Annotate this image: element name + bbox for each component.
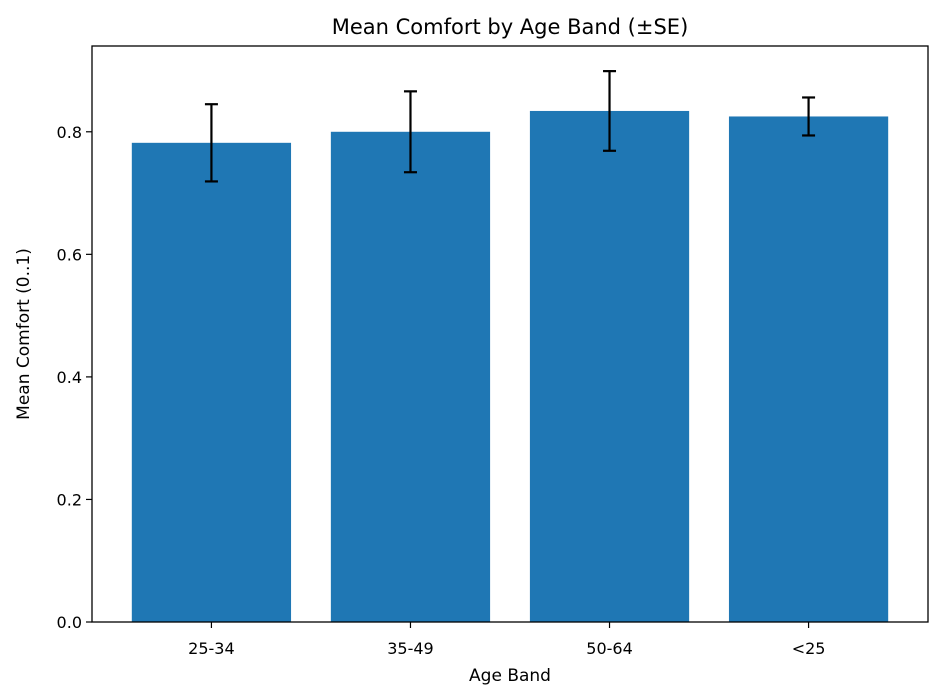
y-axis: 0.0 0.2 0.4 0.6 0.8	[57, 123, 92, 632]
x-axis: 25-34 35-49 50-64 <25	[188, 622, 825, 658]
chart-title: Mean Comfort by Age Band (±SE)	[332, 15, 689, 39]
plot-frame	[91, 45, 929, 623]
y-tick-label: 0.8	[57, 123, 82, 142]
error-bars-group	[204, 70, 816, 183]
x-axis-label: Age Band	[469, 666, 551, 686]
bar-50-64	[529, 110, 690, 623]
error-bar-35-49	[403, 90, 417, 174]
error-bar-<25	[802, 96, 816, 137]
x-tick-label: 25-34	[188, 639, 235, 658]
error-bar-25-34	[204, 103, 218, 183]
y-tick-label: 0.0	[57, 613, 82, 632]
bar-<25	[728, 116, 889, 623]
x-tick-label: 35-49	[387, 639, 434, 658]
y-axis-label: Mean Comfort (0..1)	[14, 248, 34, 420]
y-tick-label: 0.6	[57, 245, 82, 264]
bars-group	[131, 110, 889, 623]
error-bar-50-64	[603, 70, 617, 152]
y-tick-label: 0.2	[57, 490, 82, 509]
x-tick-label: 50-64	[586, 639, 633, 658]
bar-35-49	[330, 131, 491, 622]
x-tick-label: <25	[792, 639, 826, 658]
bar-25-34	[131, 142, 292, 622]
y-tick-label: 0.4	[57, 368, 82, 387]
plot-area	[91, 45, 929, 623]
